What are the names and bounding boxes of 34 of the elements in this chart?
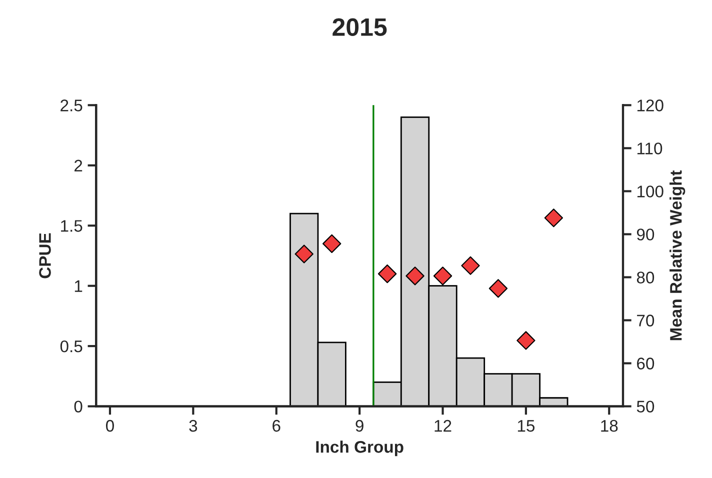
y-tick-label: 0.5 (60, 340, 82, 352)
y2-tick-label: 70 (637, 314, 654, 326)
point (406, 266, 424, 286)
y-axis-title: CPUE (39, 233, 51, 278)
y2-axis-title: Mean Relative Weight (670, 170, 686, 340)
y-tick-label: 1 (74, 280, 82, 292)
y-tick-label: 1.5 (61, 220, 82, 232)
y2-tick-label: 110 (637, 142, 662, 154)
y2-tick-label: 80 (636, 272, 654, 284)
point (488, 279, 508, 298)
x-tick-label: 18 (601, 420, 618, 432)
point (544, 208, 564, 228)
chart-title: 2015 (332, 18, 387, 36)
x-tick-label: 12 (434, 420, 452, 432)
y-tick-label: 0 (74, 400, 82, 413)
y-tick-label: 2.5 (60, 100, 82, 112)
x-tick-label: 6 (272, 420, 280, 432)
point (516, 331, 536, 350)
point (322, 234, 342, 254)
point (378, 264, 397, 284)
y2-tick-label: 100 (637, 186, 664, 198)
point (294, 244, 314, 264)
y2-tick-label: 90 (636, 228, 654, 240)
y2-tick-label: 50 (636, 400, 654, 413)
y-tick-label: 2 (74, 160, 82, 172)
x-tick-label: 3 (189, 420, 198, 432)
x-tick-label: 9 (356, 420, 364, 432)
point (433, 266, 452, 286)
point (461, 256, 480, 275)
x-tick-label: 15 (518, 420, 535, 432)
y2-tick-label: 120 (637, 100, 664, 112)
x-tick-label: 0 (106, 420, 114, 432)
y2-tick-label: 60 (637, 358, 654, 370)
x-axis-title: Inch Group (316, 440, 404, 456)
